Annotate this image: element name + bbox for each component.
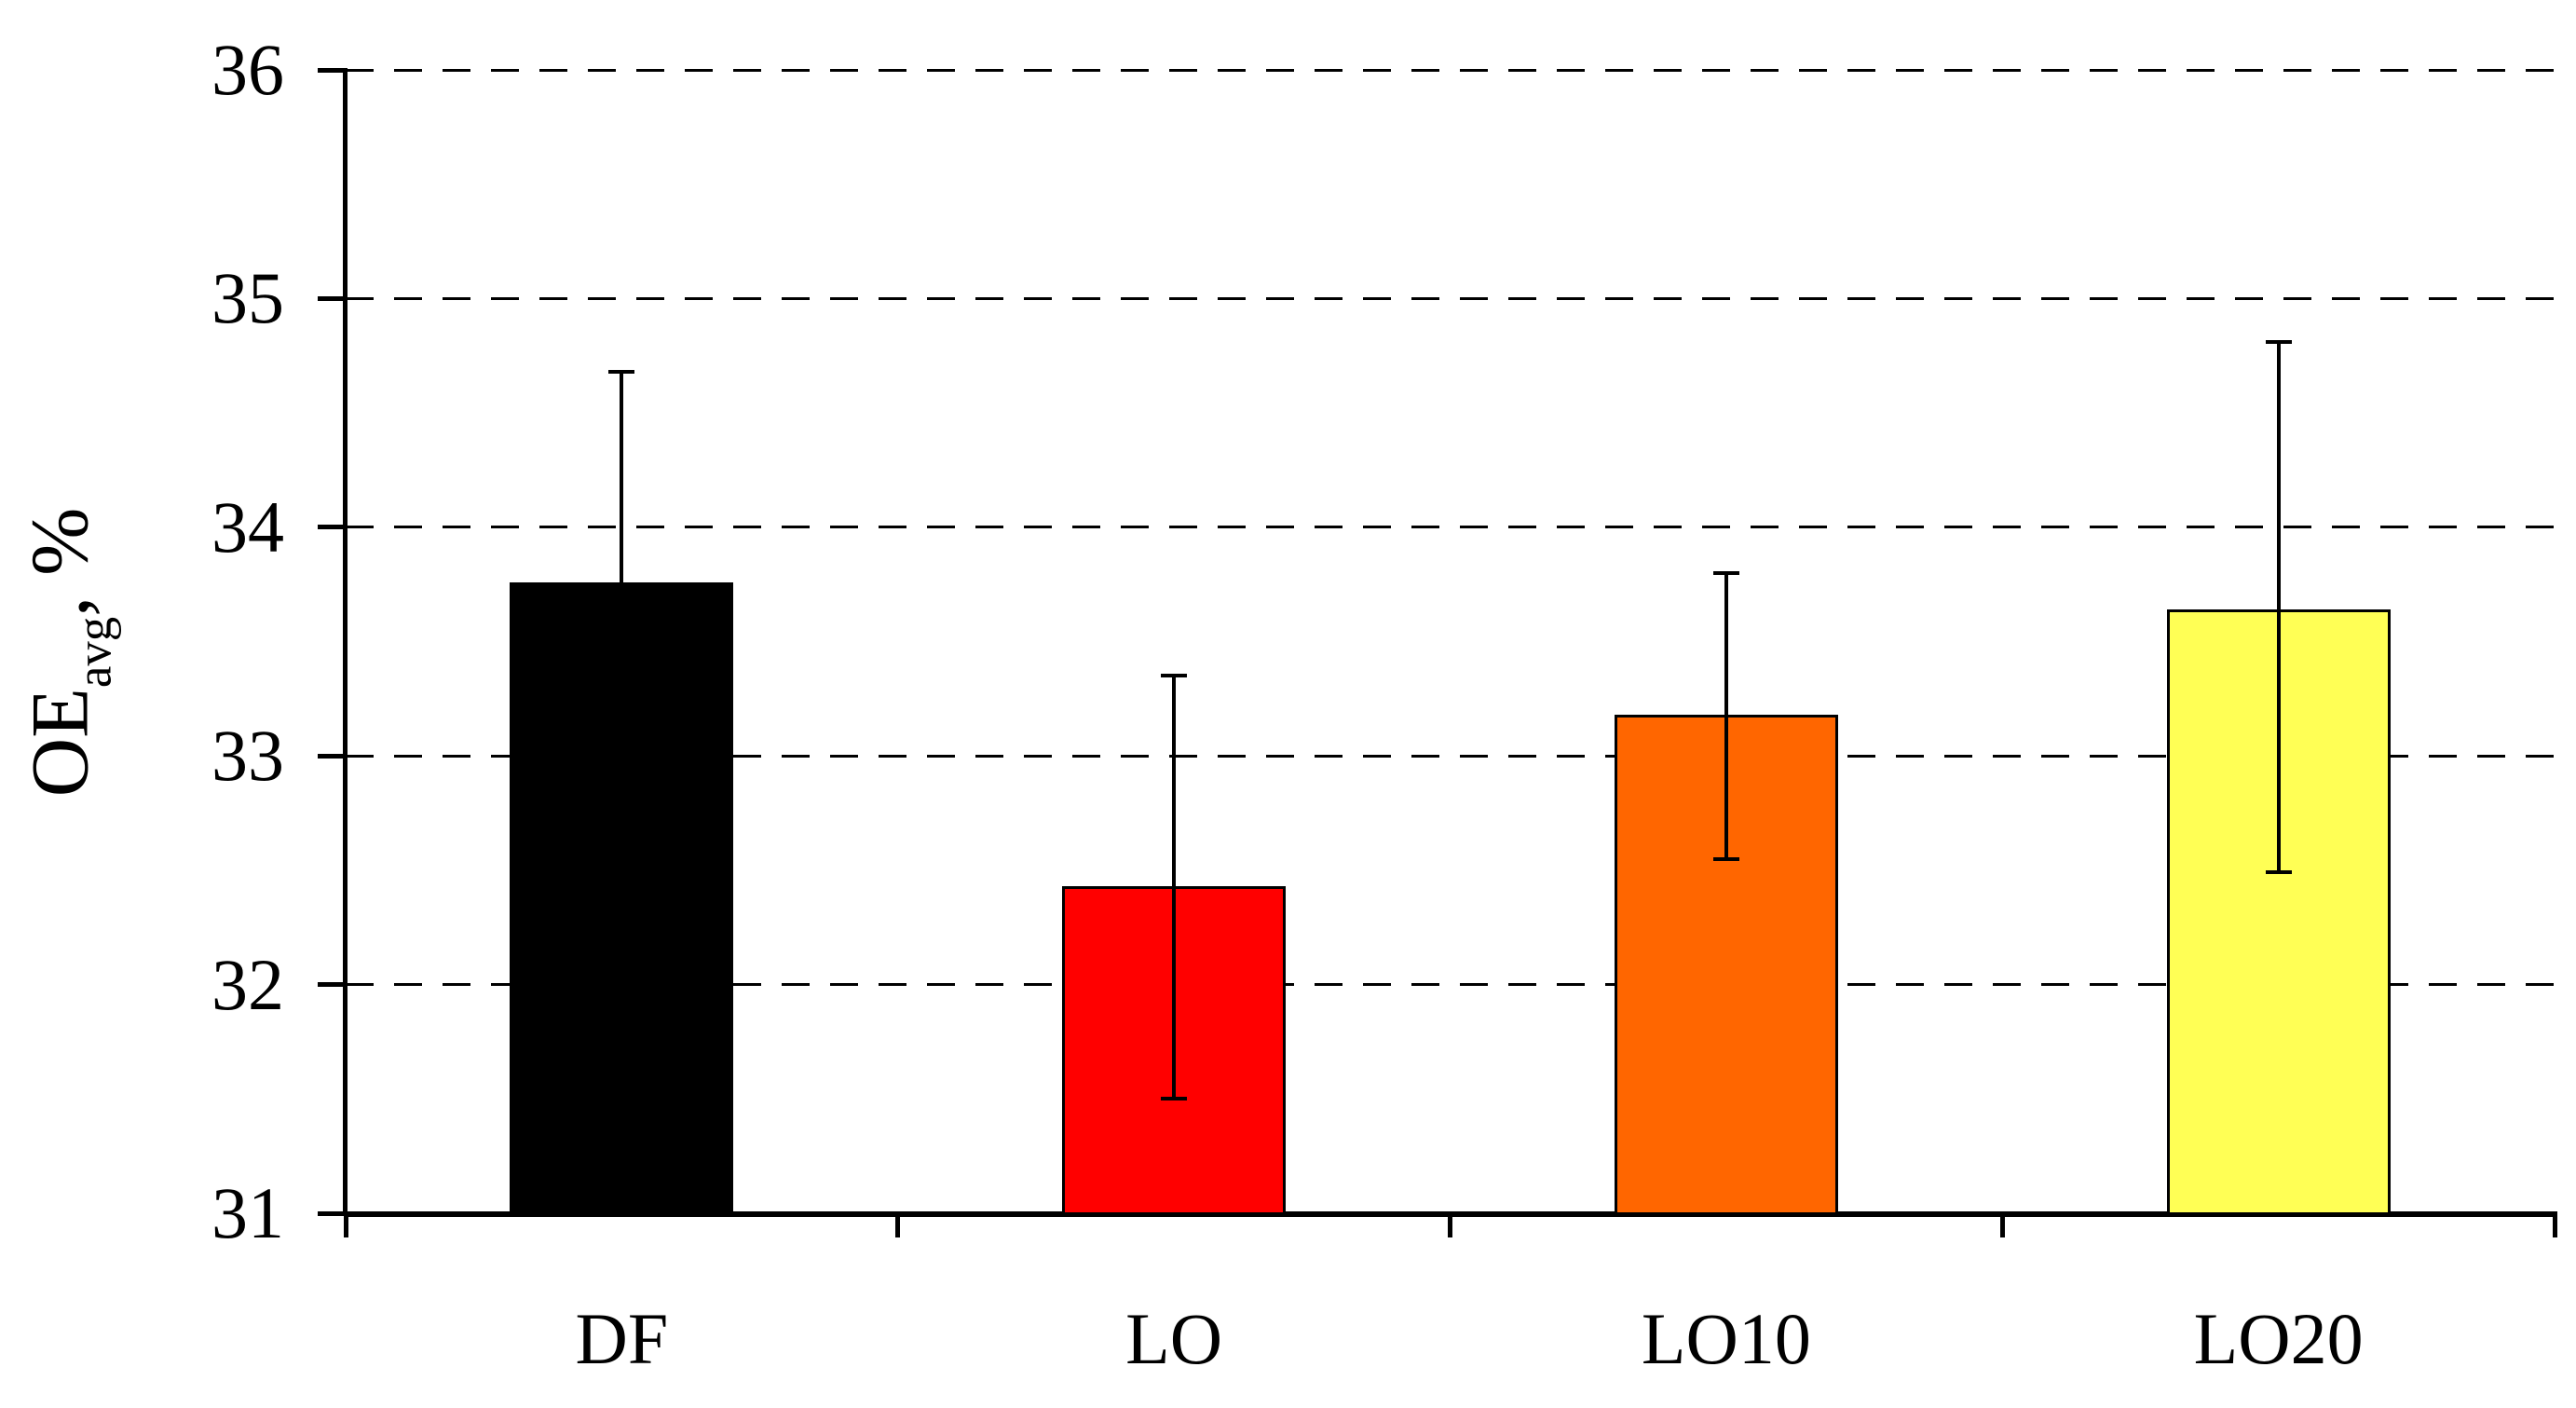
y-tick-33 — [318, 753, 346, 759]
gridline-35 — [346, 296, 2566, 300]
y-tick-31 — [318, 1210, 346, 1216]
y-tick-label-36: 36 — [211, 29, 284, 110]
gridline-34 — [346, 526, 2566, 529]
y-tick-36 — [318, 67, 346, 73]
x-category-label-LO: LO — [1125, 1298, 1223, 1379]
error-bar-line-LO20 — [2276, 342, 2281, 873]
gridline-32 — [346, 983, 2566, 987]
error-bar-cap-bottom-LO — [1161, 1097, 1188, 1101]
x-tick-1 — [895, 1211, 901, 1237]
y-tick-label-35: 35 — [211, 257, 284, 339]
error-bar-cap-top-LO10 — [1712, 570, 1739, 575]
x-tick-3 — [1999, 1211, 2005, 1237]
y-axis-line — [343, 68, 348, 1216]
x-tick-0 — [343, 1211, 348, 1237]
x-tick-2 — [1448, 1211, 1452, 1237]
error-bar-line-LO — [1172, 676, 1177, 1100]
x-category-label-DF: DF — [575, 1298, 669, 1379]
error-bar-cap-top-LO20 — [2265, 340, 2292, 345]
y-tick-34 — [318, 525, 346, 530]
x-category-label-LO10: LO10 — [1641, 1298, 1811, 1379]
y-tick-label-33: 33 — [211, 715, 284, 797]
gridline-36 — [346, 68, 2566, 72]
error-bar-cap-top-DF — [608, 369, 635, 374]
x-tick-4 — [2552, 1211, 2557, 1237]
y-tick-label-32: 32 — [211, 943, 284, 1025]
y-tick-label-31: 31 — [211, 1172, 284, 1253]
error-bar-line-LO10 — [1724, 572, 1728, 859]
bar-DF — [510, 581, 734, 1215]
bar-LO20 — [2166, 609, 2391, 1215]
y-tick-label-34: 34 — [211, 485, 284, 567]
error-bar-cap-bottom-LO20 — [2265, 870, 2292, 875]
x-category-label-LO20: LO20 — [2193, 1298, 2364, 1379]
y-tick-35 — [318, 295, 346, 301]
error-bar-line-DF — [620, 371, 624, 582]
error-bar-cap-top-LO — [1161, 674, 1188, 678]
error-bar-cap-bottom-LO10 — [1712, 856, 1739, 861]
y-tick-32 — [318, 982, 346, 988]
gridline-33 — [346, 754, 2566, 758]
